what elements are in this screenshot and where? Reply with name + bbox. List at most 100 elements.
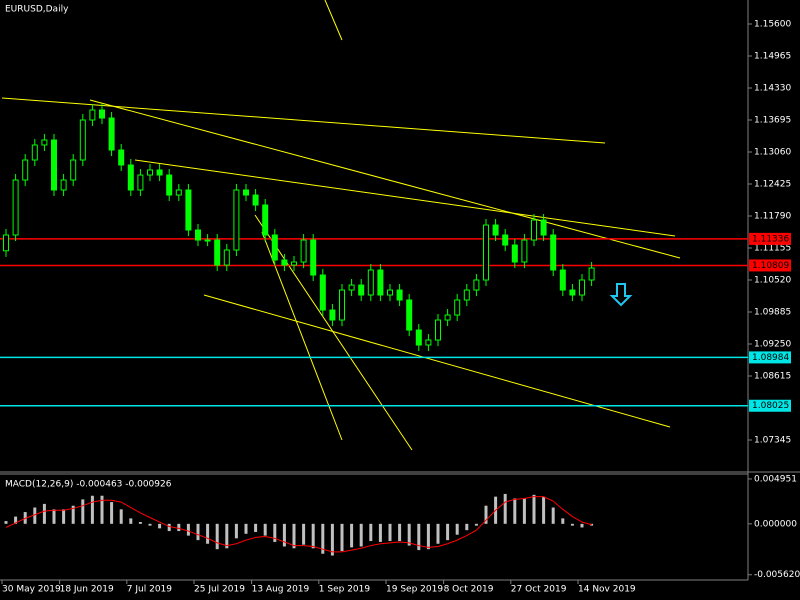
histogram-bar — [186, 523, 190, 536]
level-label-box — [749, 399, 791, 412]
histogram-bar — [273, 523, 277, 542]
y-tick-label: 0.000000 — [754, 519, 797, 529]
candle-body — [89, 109, 96, 121]
candle-body — [185, 189, 192, 231]
histogram-bar — [90, 495, 94, 524]
histogram-bar — [215, 523, 219, 550]
level-label: 1.08984 — [752, 353, 789, 363]
histogram-bar — [244, 523, 248, 534]
candle-body — [550, 234, 557, 271]
histogram-bar — [148, 523, 152, 526]
level-label-box — [749, 259, 791, 272]
histogram-bar — [513, 498, 517, 524]
histogram-bar — [532, 494, 536, 524]
y-tick-label: 1.09250 — [754, 340, 791, 350]
histogram-bar — [378, 523, 382, 542]
histogram-bar — [263, 523, 267, 536]
histogram-bar — [110, 502, 114, 524]
candle-body — [339, 289, 345, 321]
histogram-bar — [542, 496, 546, 524]
histogram-bar — [369, 523, 373, 542]
y-tick-label: 0.004951 — [754, 474, 797, 484]
histogram-bar — [465, 523, 469, 531]
candle-body — [473, 279, 480, 291]
histogram-bar — [388, 523, 392, 542]
histogram-bar — [62, 509, 66, 524]
candle-body — [252, 194, 259, 206]
signal-line — [5, 496, 592, 553]
candle-body — [262, 204, 269, 236]
candle-body — [204, 239, 211, 242]
candle-body — [243, 189, 249, 196]
histogram-bar — [302, 523, 306, 545]
candle-body — [22, 159, 29, 181]
histogram-bar — [350, 523, 354, 548]
trend-line — [254, 214, 413, 451]
candle-body — [559, 269, 566, 291]
y-tick-label: 1.13695 — [754, 115, 791, 125]
histogram-bar — [359, 523, 363, 547]
candle-body — [454, 299, 461, 316]
level-label: 1.10809 — [752, 261, 789, 271]
candle-body — [12, 179, 19, 236]
candle-body — [118, 149, 125, 166]
candle-body — [540, 219, 547, 236]
histogram-bar — [321, 523, 325, 554]
y-tick-label: 1.10520 — [754, 276, 791, 286]
candle-body — [291, 261, 297, 266]
x-tick-label: 27 Oct 2019 — [511, 585, 567, 595]
candle-body — [214, 239, 221, 266]
candle-body — [166, 174, 173, 196]
histogram-bar — [340, 523, 344, 552]
histogram-bar — [426, 523, 430, 550]
y-tick-label: 1.14965 — [754, 51, 791, 61]
histogram-bar — [100, 495, 104, 524]
histogram-bar — [282, 523, 286, 547]
histogram-bar — [138, 522, 142, 524]
histogram-bar — [158, 523, 162, 529]
histogram-bar — [436, 523, 440, 544]
y-tick-label: -0.005620 — [754, 570, 800, 580]
level-label-box — [749, 232, 791, 245]
histogram-bar — [4, 521, 8, 524]
candle-body — [108, 117, 115, 151]
indicator-title: MACD(12,26,9) -0.000463 -0.000926 — [5, 480, 172, 490]
candle-body — [137, 174, 144, 191]
level-label-box — [749, 351, 791, 364]
candle-body — [531, 219, 537, 241]
candle-body — [415, 329, 422, 346]
histogram-bar — [292, 523, 296, 549]
histogram-bar — [398, 523, 402, 542]
level-label: 1.08025 — [752, 401, 789, 411]
histogram-bar — [206, 523, 210, 544]
x-tick-label: 13 Aug 2019 — [252, 585, 310, 595]
trend-line — [324, 0, 343, 41]
x-tick-label: 18 Jun 2019 — [60, 585, 114, 595]
histogram-bar — [330, 523, 334, 556]
candle-body — [358, 284, 365, 296]
candle-body — [175, 189, 182, 196]
histogram-bar — [311, 523, 315, 549]
histogram-bar — [52, 509, 56, 524]
candle-body — [406, 299, 413, 331]
histogram-bar — [196, 523, 200, 541]
x-tick-label: 30 May 2019 — [2, 585, 61, 595]
candle-body — [51, 139, 57, 191]
y-tick-label: 1.08615 — [754, 372, 791, 382]
candle-body — [99, 109, 105, 119]
y-tick-label: 1.11790 — [754, 212, 791, 222]
histogram-bar — [484, 505, 488, 524]
candle-body — [127, 164, 134, 191]
histogram-bar — [177, 523, 181, 532]
candle-body — [60, 179, 67, 191]
histogram-bar — [167, 523, 171, 532]
candle-body — [435, 319, 441, 341]
histogram-bar — [417, 523, 421, 551]
histogram-bar — [580, 523, 584, 528]
y-tick-label: 1.07345 — [754, 436, 791, 446]
histogram-bar — [71, 505, 75, 524]
histogram-bar — [81, 499, 85, 524]
histogram-bar — [129, 518, 133, 524]
